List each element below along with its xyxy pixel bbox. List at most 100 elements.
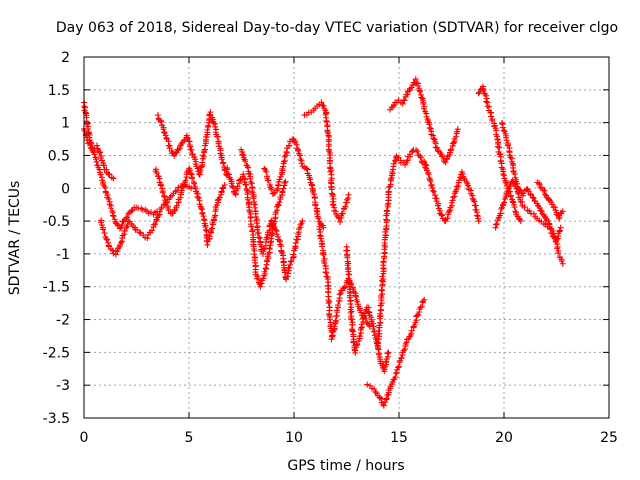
data-point xyxy=(384,207,391,214)
y-tick-label: 1 xyxy=(61,116,70,132)
data-point xyxy=(277,173,284,180)
data-point xyxy=(493,221,500,228)
data-point xyxy=(198,205,205,212)
data-point xyxy=(117,239,124,246)
data-point xyxy=(245,164,252,171)
series-trace-17 xyxy=(499,120,564,243)
data-point xyxy=(390,102,397,109)
data-point xyxy=(370,325,377,332)
data-point xyxy=(352,347,359,354)
data-point xyxy=(221,181,228,188)
data-point xyxy=(500,127,507,134)
data-point xyxy=(232,190,239,197)
data-point xyxy=(96,148,103,155)
data-point xyxy=(263,168,270,175)
y-tick-label: -3.5 xyxy=(43,411,70,427)
y-tick-label: -0.5 xyxy=(43,214,70,230)
data-point xyxy=(116,225,123,232)
data-point xyxy=(345,191,352,198)
x-axis-title: GPS time / hours xyxy=(287,458,404,474)
data-point xyxy=(333,307,340,314)
data-point xyxy=(187,170,194,177)
data-point xyxy=(189,151,196,158)
y-tick-label: -2 xyxy=(56,313,70,329)
data-point xyxy=(261,165,268,172)
series-trace-11 xyxy=(343,243,392,375)
data-point xyxy=(331,323,338,330)
data-point xyxy=(559,208,566,215)
data-point xyxy=(213,202,220,209)
data-point xyxy=(409,148,416,155)
data-point xyxy=(404,91,411,98)
data-point xyxy=(521,204,528,211)
data-point xyxy=(421,296,428,303)
data-point xyxy=(339,210,346,217)
data-point xyxy=(280,259,287,266)
data-point xyxy=(114,248,121,255)
data-point xyxy=(272,226,279,233)
data-point xyxy=(279,188,286,195)
data-point xyxy=(371,385,378,392)
data-point xyxy=(450,194,457,201)
data-point xyxy=(379,273,386,280)
data-point xyxy=(328,190,335,197)
axis-ticks: 0 5 10 15 20 25 -3.5 -3 -2.5 -2 -1.5 -1 -0.5 0 0.5 1 1.5… xyxy=(43,50,618,446)
data-point xyxy=(287,261,294,268)
series-trace-16 xyxy=(475,83,524,225)
data-point xyxy=(201,148,208,155)
data-point xyxy=(282,178,289,185)
data-point xyxy=(422,164,429,171)
data-point xyxy=(430,135,437,142)
data-point xyxy=(365,308,372,315)
data-point xyxy=(556,227,563,234)
data-point xyxy=(377,310,384,317)
data-point xyxy=(375,327,382,334)
data-point xyxy=(417,153,424,160)
data-point xyxy=(230,184,237,191)
data-point xyxy=(210,120,217,127)
data-point xyxy=(155,212,162,219)
data-point xyxy=(395,364,402,371)
data-point xyxy=(430,188,437,195)
data-point xyxy=(320,224,327,231)
data-point xyxy=(390,160,397,167)
data-point xyxy=(444,215,451,222)
data-point xyxy=(476,89,483,96)
data-point xyxy=(218,156,225,163)
data-point xyxy=(217,191,224,198)
data-point xyxy=(281,153,288,160)
data-point xyxy=(493,220,500,227)
data-point xyxy=(136,229,143,236)
data-point xyxy=(354,341,361,348)
x-tick-label: 5 xyxy=(185,430,194,446)
data-point xyxy=(123,214,130,221)
series-trace-5 xyxy=(152,165,228,248)
data-point xyxy=(285,270,292,277)
data-point xyxy=(194,193,201,200)
data-point xyxy=(281,269,288,276)
data-point xyxy=(236,177,243,184)
data-point xyxy=(260,246,267,253)
data-point xyxy=(240,171,247,178)
data-point xyxy=(429,187,436,194)
data-point xyxy=(161,192,168,199)
data-point xyxy=(199,159,206,166)
data-point xyxy=(128,208,135,215)
data-point xyxy=(320,103,327,110)
data-point xyxy=(296,152,303,159)
x-tick-label: 20 xyxy=(495,430,513,446)
series-trace-4 xyxy=(154,109,230,179)
data-point xyxy=(268,186,275,193)
data-point xyxy=(239,151,246,158)
series-trace-14 xyxy=(387,76,461,166)
data-point xyxy=(93,158,100,165)
data-point xyxy=(312,202,319,209)
data-point xyxy=(399,100,406,107)
data-point xyxy=(442,159,449,166)
data-point xyxy=(541,191,548,198)
data-point xyxy=(540,187,547,194)
data-point xyxy=(148,227,155,234)
data-point xyxy=(91,151,98,158)
data-point xyxy=(118,222,125,229)
